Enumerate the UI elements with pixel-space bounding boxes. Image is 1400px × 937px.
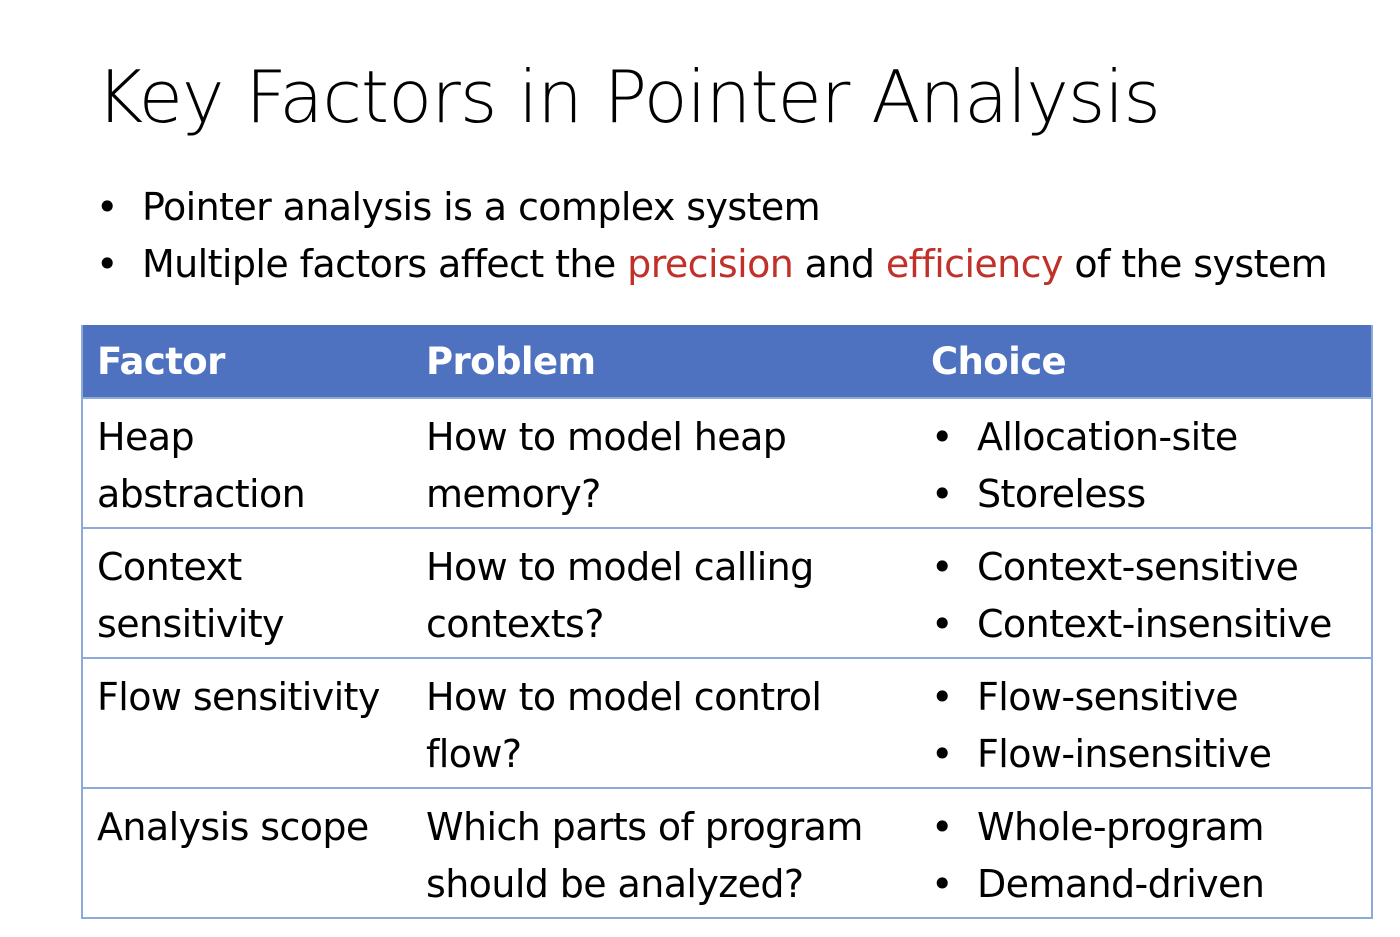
bullet-item: Pointer analysis is a complex system bbox=[96, 182, 1327, 239]
choice-list: Flow-sensitive Flow-insensitive bbox=[931, 669, 1371, 783]
choice-item: Context-sensitive bbox=[931, 539, 1371, 596]
factor-cell: Context sensitivity bbox=[81, 527, 412, 658]
choice-list: Allocation-site Storeless bbox=[931, 409, 1371, 523]
slide-title: Key Factors in Pointer Analysis bbox=[96, 55, 1161, 139]
efficiency-highlight: efficiency bbox=[885, 242, 1064, 286]
choice-cell: Whole-program Demand-driven bbox=[917, 787, 1373, 919]
table-row: Context sensitivity How to model calling… bbox=[81, 527, 1373, 658]
choice-item: Whole-program bbox=[931, 799, 1371, 856]
choice-cell: Flow-sensitive Flow-insensitive bbox=[917, 657, 1373, 788]
bullet-text-middle: and bbox=[793, 242, 886, 286]
factor-cell: Heap abstraction bbox=[81, 397, 412, 528]
choice-list: Context-sensitive Context-insensitive bbox=[931, 539, 1371, 653]
choice-item: Allocation-site bbox=[931, 409, 1371, 466]
choice-list: Whole-program Demand-driven bbox=[931, 799, 1371, 913]
bullet-text-suffix: of the system bbox=[1062, 242, 1328, 286]
problem-cell: How to model control flow? bbox=[412, 657, 917, 788]
choice-cell: Context-sensitive Context-insensitive bbox=[917, 527, 1373, 658]
choice-item: Context-insensitive bbox=[931, 596, 1371, 653]
choice-item: Flow-insensitive bbox=[931, 726, 1371, 783]
bullet-text-prefix: Multiple factors affect the bbox=[142, 242, 628, 286]
problem-cell: How to model calling contexts? bbox=[412, 527, 917, 658]
problem-cell: Which parts of program should be analyze… bbox=[412, 787, 917, 919]
factor-cell: Flow sensitivity bbox=[81, 657, 412, 788]
bullet-text: Pointer analysis is a complex system bbox=[142, 185, 821, 229]
bullet-item: Multiple factors affect the precision an… bbox=[96, 239, 1328, 296]
problem-cell: How to model heap memory? bbox=[412, 397, 917, 528]
header-choice: Choice bbox=[917, 325, 1373, 398]
choice-item: Flow-sensitive bbox=[931, 669, 1371, 726]
header-factor: Factor bbox=[81, 325, 412, 398]
table-row: Analysis scope Which parts of program sh… bbox=[81, 787, 1373, 919]
table-header-row: Factor Problem Choice bbox=[81, 325, 1373, 398]
factor-cell: Analysis scope bbox=[81, 787, 412, 919]
choice-cell: Allocation-site Storeless bbox=[917, 397, 1373, 528]
header-problem: Problem bbox=[412, 325, 917, 398]
choice-item: Demand-driven bbox=[931, 856, 1371, 913]
table-row: Flow sensitivity How to model control fl… bbox=[81, 657, 1373, 788]
table-row: Heap abstraction How to model heap memor… bbox=[81, 397, 1373, 528]
factors-table: Factor Problem Choice Heap abstraction H… bbox=[81, 325, 1373, 919]
choice-item: Storeless bbox=[931, 466, 1371, 523]
intro-bullet-list: Pointer analysis is a complex system Mul… bbox=[96, 182, 1328, 296]
precision-highlight: precision bbox=[627, 242, 794, 286]
